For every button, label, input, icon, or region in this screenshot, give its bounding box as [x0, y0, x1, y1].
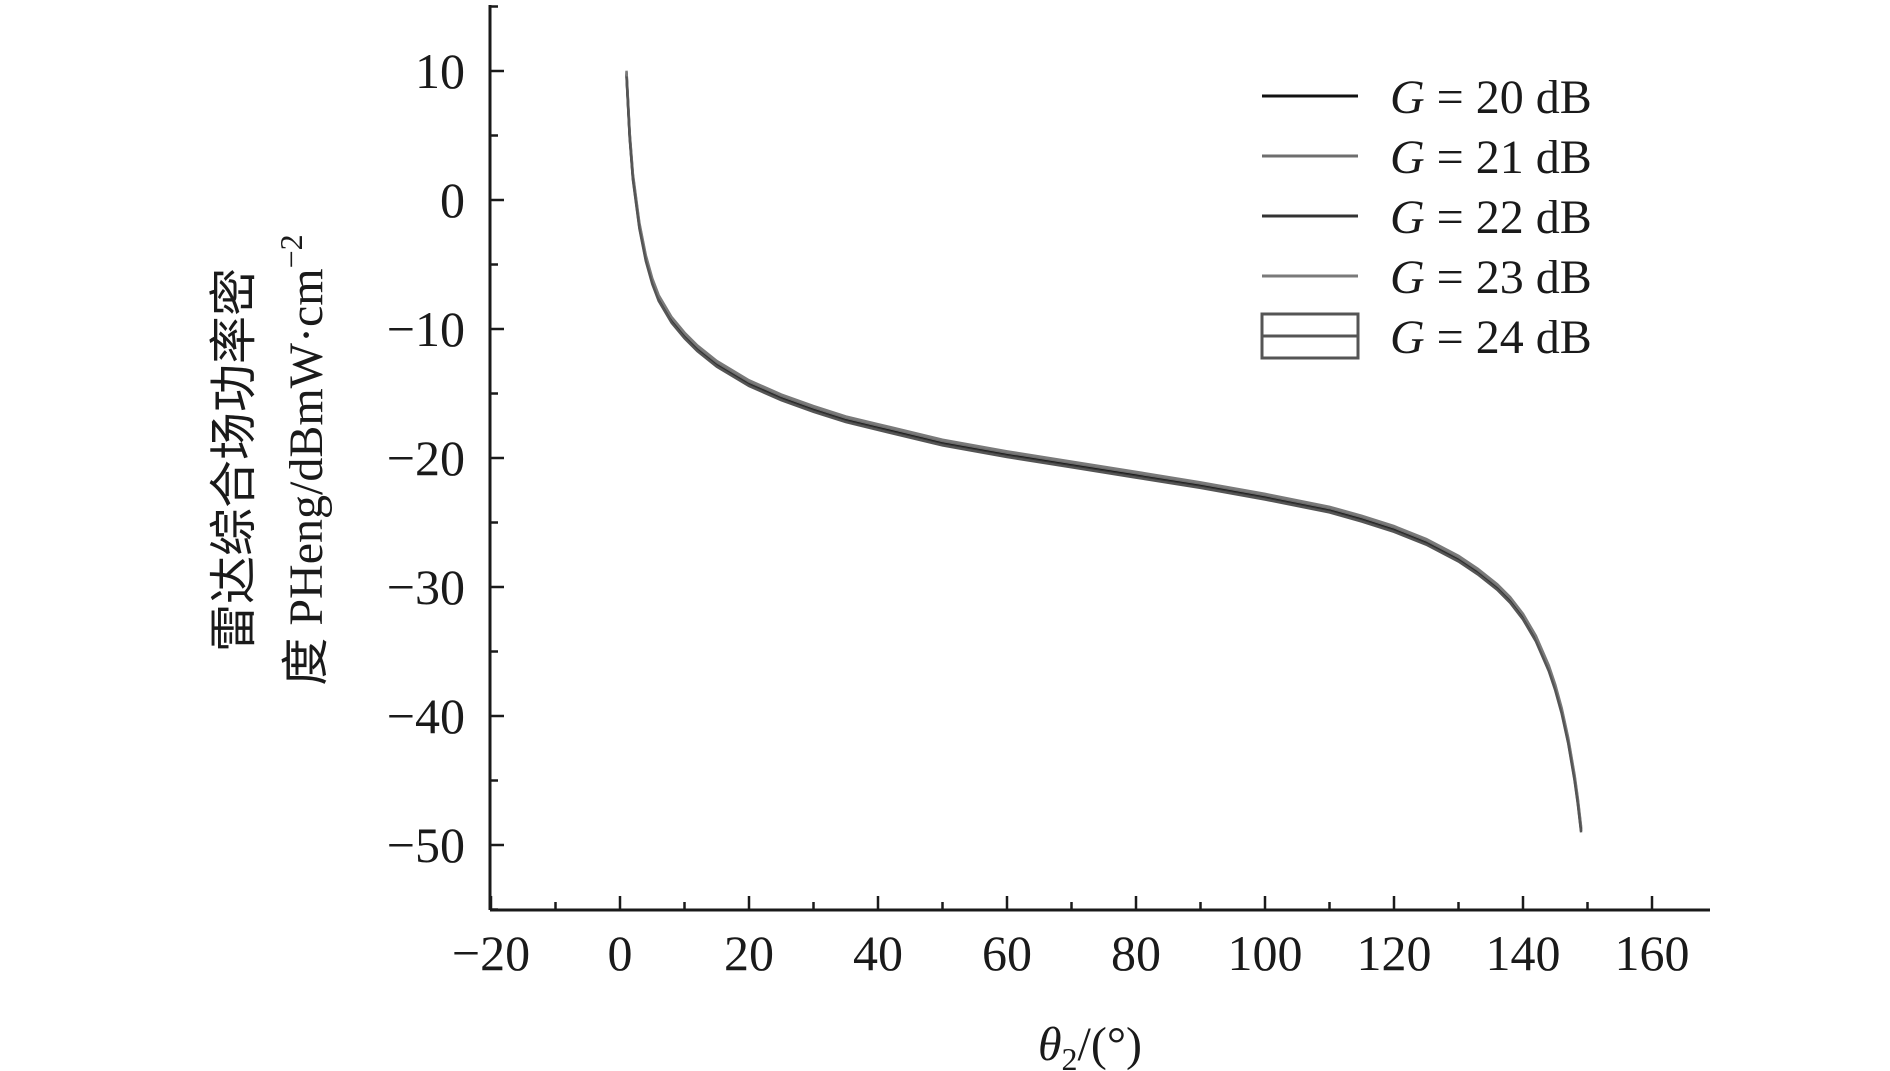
y-axis-title-line2-text: 度 PHeng/dBmW·cm [280, 268, 333, 685]
legend-label-value: = 24 dB [1425, 311, 1592, 364]
legend: G = 20 dBG = 21 dBG = 22 dBG = 23 dBG = … [1260, 71, 1592, 364]
legend-label-symbol: G [1390, 251, 1425, 304]
series-line [625, 76, 1583, 833]
x-tick-label: 0 [608, 925, 633, 981]
y-tick-label: −40 [387, 688, 465, 744]
y-tick-label: −20 [387, 430, 465, 486]
y-tick-label: −50 [387, 817, 465, 873]
x-tick-label: −20 [452, 925, 530, 981]
series-layer [625, 70, 1583, 833]
ticks-layer: −20 0 20 40 60 80 100 120 140 160100−10−20−30−40−… [387, 5, 1690, 981]
y-tick-label: 10 [415, 43, 465, 99]
x-tick-label: 160 [1615, 925, 1690, 981]
y-axis-title-superscript: −2 [273, 234, 309, 268]
axes-layer [488, 5, 1710, 912]
legend-label-value: = 23 dB [1425, 251, 1592, 304]
series-line [625, 70, 1583, 827]
x-tick-label: 140 [1486, 925, 1561, 981]
legend-label: G = 24 dB [1390, 311, 1592, 364]
x-tick-label: 60 [982, 925, 1032, 981]
x-tick-label: 100 [1228, 925, 1303, 981]
series-line [625, 73, 1583, 830]
legend-label-value: = 20 dB [1425, 71, 1592, 124]
x-tick-label: 80 [1111, 925, 1161, 981]
legend-label-symbol: G [1390, 71, 1425, 124]
legend-label: G = 20 dB [1390, 71, 1592, 124]
legend-label: G = 23 dB [1390, 251, 1592, 304]
legend-label-symbol: G [1390, 131, 1425, 184]
legend-label-value: = 21 dB [1425, 131, 1592, 184]
x-tick-label: 120 [1357, 925, 1432, 981]
legend-label-symbol: G [1390, 191, 1425, 244]
x-tick-label: 40 [853, 925, 903, 981]
y-tick-label: 0 [440, 172, 465, 228]
x-axis-title: θ2/(°) [1038, 1018, 1142, 1071]
legend-label-symbol: G [1390, 311, 1425, 364]
x-tick-label: 20 [724, 925, 774, 981]
series-line [625, 71, 1583, 829]
y-tick-label: −30 [387, 559, 465, 615]
legend-label: G = 22 dB [1390, 191, 1592, 244]
y-tick-label: −10 [387, 301, 465, 357]
y-axis-title-line1: 雷达综合场功率密 [208, 268, 261, 652]
y-axis-title-line2: 度 PHeng/dBmW·cm−2 [273, 234, 333, 685]
x-axis-title-subscript: 2 [1062, 1041, 1078, 1071]
x-axis-title-unit: /(°) [1078, 1018, 1143, 1071]
legend-label: G = 21 dB [1390, 131, 1592, 184]
legend-label-value: = 22 dB [1425, 191, 1592, 244]
series-line [625, 75, 1583, 832]
x-axis-title-symbol: θ [1038, 1018, 1062, 1071]
